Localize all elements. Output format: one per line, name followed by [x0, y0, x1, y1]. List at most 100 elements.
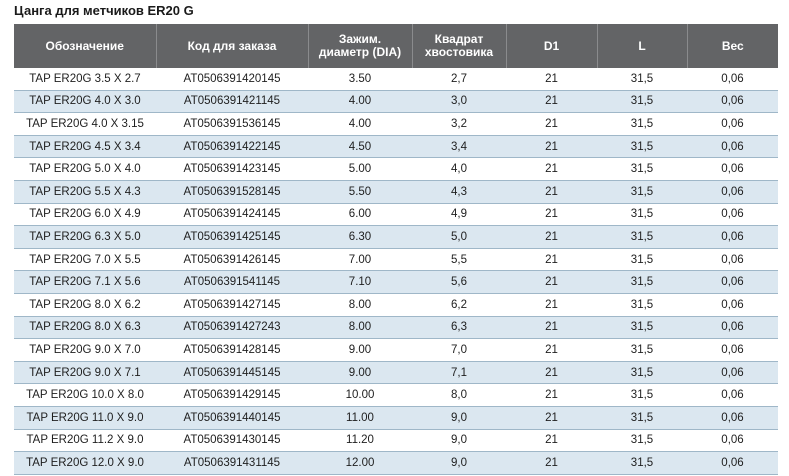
spec-table: Обозначение Код для заказа Зажим. диаметр (…	[14, 24, 778, 475]
column-header-line: Вес	[721, 38, 744, 53]
cell-clamp-diameter: 8.00	[308, 316, 412, 340]
cell-weight: 0,06	[687, 293, 778, 317]
table-row: TAP ER20G 12.0 X 9.0 AT0506391431145 12.00…	[14, 451, 778, 475]
cell-order-code: AT0506391424145	[156, 203, 308, 227]
table-row: TAP ER20G 5.5 X 4.3 AT0506391528145 5.50 4,…	[14, 180, 778, 204]
cell-designation: TAP ER20G 5.0 X 4.0	[14, 157, 156, 181]
cell-designation: TAP ER20G 8.0 X 6.2	[14, 293, 156, 317]
cell-clamp-diameter: 3.50	[308, 68, 412, 91]
cell-d1: 21	[506, 383, 597, 407]
table-row: TAP ER20G 11.0 X 9.0 AT0506391440145 11.00…	[14, 406, 778, 430]
cell-d1: 21	[506, 406, 597, 430]
cell-d1: 21	[506, 112, 597, 136]
cell-d1: 21	[506, 90, 597, 114]
column-header-line: диаметр (DIA)	[318, 45, 402, 59]
cell-d1: 21	[506, 429, 597, 453]
table-row: TAP ER20G 4.0 X 3.15 AT0506391536145 4.00 3…	[14, 112, 778, 136]
cell-length: 31,5	[597, 293, 687, 317]
column-header-line: Квадрат	[434, 32, 484, 46]
column-header-weight: Вес	[687, 24, 778, 68]
cell-order-code: AT0506391445145	[156, 361, 308, 385]
cell-order-code: AT0506391428145	[156, 338, 308, 362]
cell-shank-square: 3,4	[412, 135, 506, 159]
cell-length: 31,5	[597, 248, 687, 272]
cell-order-code: AT0506391528145	[156, 180, 308, 204]
cell-length: 31,5	[597, 451, 687, 475]
cell-weight: 0,06	[687, 135, 778, 159]
cell-weight: 0,06	[687, 451, 778, 475]
cell-clamp-diameter: 7.10	[308, 270, 412, 294]
cell-designation: TAP ER20G 7.1 X 5.6	[14, 270, 156, 294]
table-row: TAP ER20G 9.0 X 7.1 AT0506391445145 9.00 7,…	[14, 361, 778, 385]
cell-shank-square: 5,5	[412, 248, 506, 272]
cell-order-code: AT0506391420145	[156, 68, 308, 91]
cell-shank-square: 4,3	[412, 180, 506, 204]
cell-clamp-diameter: 11.20	[308, 429, 412, 453]
cell-order-code: AT0506391423145	[156, 157, 308, 181]
cell-weight: 0,06	[687, 68, 778, 91]
cell-weight: 0,06	[687, 361, 778, 385]
cell-designation: TAP ER20G 7.0 X 5.5	[14, 248, 156, 272]
cell-clamp-diameter: 10.00	[308, 383, 412, 407]
table-row: TAP ER20G 4.5 X 3.4 AT0506391422145 4.50 3,…	[14, 135, 778, 159]
table-row: TAP ER20G 3.5 X 2.7 AT0506391420145 3.50 2,…	[14, 68, 778, 91]
table-body: TAP ER20G 3.5 X 2.7 AT0506391420145 3.50 2,…	[14, 68, 778, 475]
cell-clamp-diameter: 9.00	[308, 361, 412, 385]
cell-length: 31,5	[597, 225, 687, 249]
cell-length: 31,5	[597, 90, 687, 114]
cell-order-code: AT0506391431145	[156, 451, 308, 475]
column-header-line: Обозначение	[45, 38, 124, 53]
cell-shank-square: 9,0	[412, 451, 506, 475]
cell-order-code: AT0506391536145	[156, 112, 308, 136]
cell-d1: 21	[506, 225, 597, 249]
cell-clamp-diameter: 11.00	[308, 406, 412, 430]
column-header-order-code: Код для заказа	[156, 24, 309, 68]
table-row: TAP ER20G 8.0 X 6.2 AT0506391427145 8.00 6,…	[14, 293, 778, 317]
column-header-line: D1	[543, 38, 560, 53]
cell-clamp-diameter: 8.00	[308, 293, 412, 317]
cell-designation: TAP ER20G 11.2 X 9.0	[14, 429, 156, 453]
cell-designation: TAP ER20G 5.5 X 4.3	[14, 180, 156, 204]
cell-length: 31,5	[597, 157, 687, 181]
column-header-shank-square: Квадрат хвостовика	[412, 24, 507, 68]
cell-clamp-diameter: 4.00	[308, 112, 412, 136]
cell-shank-square: 8,0	[412, 383, 506, 407]
cell-length: 31,5	[597, 68, 687, 91]
cell-weight: 0,06	[687, 157, 778, 181]
cell-order-code: AT0506391426145	[156, 248, 308, 272]
cell-shank-square: 6,2	[412, 293, 506, 317]
table-row: TAP ER20G 6.0 X 4.9 AT0506391424145 6.00 4,…	[14, 203, 778, 227]
cell-length: 31,5	[597, 316, 687, 340]
cell-length: 31,5	[597, 270, 687, 294]
cell-shank-square: 4,9	[412, 203, 506, 227]
cell-clamp-diameter: 5.50	[308, 180, 412, 204]
cell-weight: 0,06	[687, 406, 778, 430]
cell-designation: TAP ER20G 12.0 X 9.0	[14, 451, 156, 475]
cell-clamp-diameter: 4.50	[308, 135, 412, 159]
cell-weight: 0,06	[687, 112, 778, 136]
table-row: TAP ER20G 5.0 X 4.0 AT0506391423145 5.00 4,…	[14, 157, 778, 181]
cell-designation: TAP ER20G 6.0 X 4.9	[14, 203, 156, 227]
cell-designation: TAP ER20G 6.3 X 5.0	[14, 225, 156, 249]
cell-d1: 21	[506, 270, 597, 294]
cell-shank-square: 7,0	[412, 338, 506, 362]
table-row: TAP ER20G 7.0 X 5.5 AT0506391426145 7.00 5,…	[14, 248, 778, 272]
cell-length: 31,5	[597, 406, 687, 430]
cell-weight: 0,06	[687, 203, 778, 227]
cell-designation: TAP ER20G 3.5 X 2.7	[14, 68, 156, 91]
cell-d1: 21	[506, 361, 597, 385]
cell-clamp-diameter: 7.00	[308, 248, 412, 272]
cell-length: 31,5	[597, 429, 687, 453]
cell-length: 31,5	[597, 112, 687, 136]
table-row: TAP ER20G 6.3 X 5.0 AT0506391425145 6.30 5,…	[14, 225, 778, 249]
cell-weight: 0,06	[687, 225, 778, 249]
cell-shank-square: 7,1	[412, 361, 506, 385]
table-row: TAP ER20G 7.1 X 5.6 AT0506391541145 7.10 5,…	[14, 270, 778, 294]
cell-designation: TAP ER20G 9.0 X 7.0	[14, 338, 156, 362]
cell-designation: TAP ER20G 4.0 X 3.0	[14, 90, 156, 114]
cell-designation: TAP ER20G 9.0 X 7.1	[14, 361, 156, 385]
cell-clamp-diameter: 12.00	[308, 451, 412, 475]
column-header-designation: Обозначение	[14, 24, 157, 68]
cell-shank-square: 6,3	[412, 316, 506, 340]
cell-weight: 0,06	[687, 338, 778, 362]
